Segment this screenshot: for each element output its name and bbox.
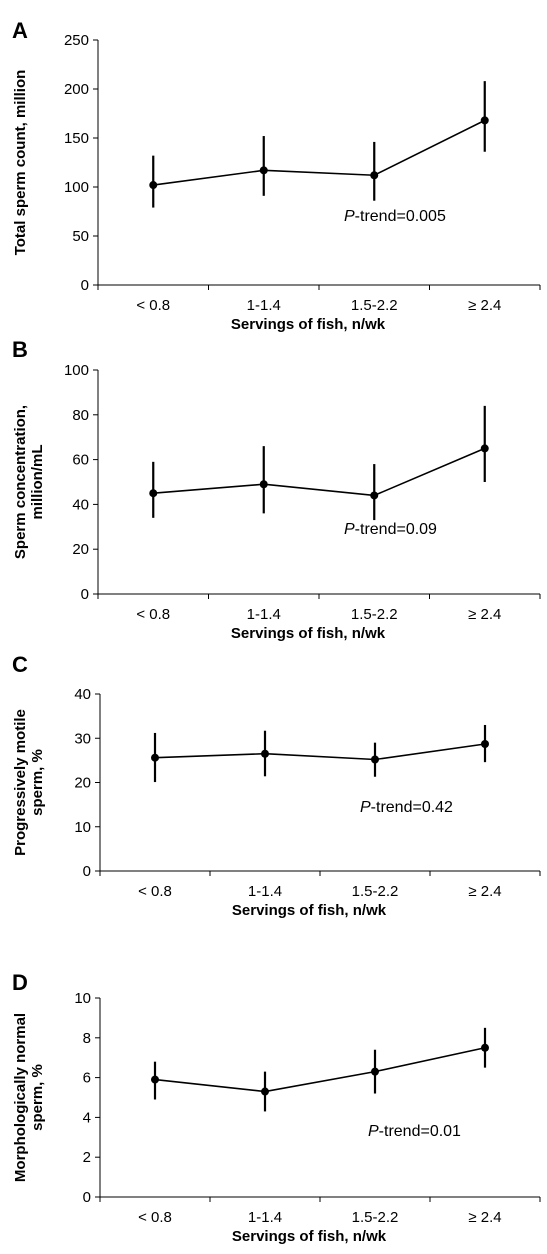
y-tick-label: 100	[64, 179, 89, 196]
data-point	[259, 166, 268, 175]
series-line	[154, 743, 486, 761]
x-tick-label: ≥ 2.4	[468, 883, 501, 900]
y-tick-label: 40	[74, 686, 91, 703]
y-tick-label: 0	[83, 863, 91, 880]
y-axis-title: sperm, %	[29, 1064, 46, 1131]
y-tick-label: 40	[72, 496, 89, 513]
x-tick-label: 1.5-2.2	[352, 1209, 399, 1226]
panel-letter: A	[12, 18, 28, 43]
x-tick-label: < 0.8	[138, 1209, 172, 1226]
series-line	[153, 119, 486, 186]
panel-letter: C	[12, 652, 28, 677]
data-point	[370, 491, 379, 500]
x-tick-label: < 0.8	[136, 297, 170, 314]
x-tick-label: < 0.8	[136, 606, 170, 623]
x-tick-label: 1-1.4	[248, 1209, 282, 1226]
y-tick-label: 20	[72, 541, 89, 558]
y-tick-label: 4	[83, 1109, 91, 1126]
data-point	[371, 1067, 379, 1076]
y-tick-label: 10	[74, 819, 91, 836]
y-tick-label: 8	[83, 1030, 91, 1047]
y-tick-label: 150	[64, 130, 89, 147]
x-tick-label: ≥ 2.4	[468, 297, 501, 314]
p-trend-value: -trend=0.42	[371, 799, 453, 816]
data-point	[149, 181, 158, 190]
y-tick-label: 6	[83, 1070, 91, 1087]
y-tick-label: 2	[83, 1149, 91, 1166]
data-point	[149, 489, 158, 498]
x-tick-label: 1.5-2.2	[351, 297, 398, 314]
x-tick-label: 1-1.4	[247, 297, 281, 314]
data-point	[480, 116, 489, 125]
y-tick-label: 10	[74, 990, 91, 1007]
data-point	[481, 740, 489, 749]
series-line	[153, 447, 486, 497]
y-tick-label: 80	[72, 407, 89, 424]
data-point	[370, 171, 379, 180]
panel-letter: D	[12, 970, 28, 995]
panel-letter: B	[12, 337, 28, 362]
data-point	[151, 1075, 159, 1084]
x-tick-label: 1.5-2.2	[351, 606, 398, 623]
x-axis-title: Servings of fish, n/wk	[231, 316, 386, 333]
y-axis-title: million/mL	[29, 445, 46, 520]
x-tick-label: 1-1.4	[248, 883, 282, 900]
y-tick-label: 0	[81, 586, 89, 603]
data-point	[481, 1043, 489, 1052]
data-point	[151, 753, 159, 762]
chart-panel-a: A 0 50 100 150 200 250 < 0.8 1-1.4 1.5-2.2 ≥ 2.4 Se…	[12, 18, 541, 333]
x-axis-title: Servings of fish, n/wk	[231, 625, 386, 642]
chart-panel-d: D 0 2 4 6 8 10 < 0.8 1-1.4 1.5-2.2 ≥ 2.4 Servings o…	[12, 970, 541, 1245]
data-point	[261, 749, 269, 758]
data-point	[371, 755, 379, 764]
y-axis-title: sperm, %	[29, 749, 46, 816]
p-trend-annotation: P-trend=0.42	[360, 799, 453, 816]
y-tick-label: 0	[83, 1189, 91, 1206]
y-tick-label: 20	[74, 775, 91, 792]
p-trend-annotation: P-trend=0.005	[344, 208, 446, 225]
x-tick-label: 1-1.4	[247, 606, 281, 623]
data-point	[480, 444, 489, 453]
y-tick-label: 250	[64, 32, 89, 49]
chart-panel-c: C 0 10 20 30 40 < 0.8 1-1.4 1.5-2.2 ≥ 2.4 Servings…	[12, 652, 541, 919]
y-tick-label: 60	[72, 452, 89, 469]
y-tick-label: 200	[64, 81, 89, 98]
p-trend-value: -trend=0.01	[379, 1123, 461, 1140]
p-trend-value: -trend=0.09	[355, 521, 437, 538]
p-trend-value: -trend=0.005	[355, 208, 446, 225]
chart-panel-b: B 0 20 40 60 80 100 < 0.8 1-1.4 1.5-2.2 ≥ 2.4 Servi…	[12, 337, 541, 642]
x-tick-label: ≥ 2.4	[468, 1209, 501, 1226]
x-tick-label: < 0.8	[138, 883, 172, 900]
x-axis-title: Servings of fish, n/wk	[232, 1228, 387, 1245]
y-tick-label: 100	[64, 362, 89, 379]
y-axis-title: Morphologically normal	[12, 1013, 29, 1182]
p-trend-italic: P	[344, 208, 355, 225]
y-tick-label: 30	[74, 730, 91, 747]
x-tick-label: 1.5-2.2	[352, 883, 399, 900]
p-trend-annotation: P-trend=0.09	[344, 521, 437, 538]
p-trend-italic: P	[368, 1123, 379, 1140]
data-point	[261, 1087, 269, 1096]
p-trend-italic: P	[360, 799, 371, 816]
series-line	[154, 1046, 486, 1093]
y-axis-title: Total sperm count, million	[12, 70, 29, 256]
y-tick-label: 0	[81, 277, 89, 294]
p-trend-annotation: P-trend=0.01	[368, 1123, 461, 1140]
y-axis-title: Sperm concentration,	[12, 405, 29, 559]
x-axis-title: Servings of fish, n/wk	[232, 902, 387, 919]
y-tick-label: 50	[72, 228, 89, 245]
p-trend-italic: P	[344, 521, 355, 538]
x-tick-label: ≥ 2.4	[468, 606, 501, 623]
y-axis-title: Progressively motile	[12, 709, 29, 856]
data-point	[259, 480, 268, 489]
